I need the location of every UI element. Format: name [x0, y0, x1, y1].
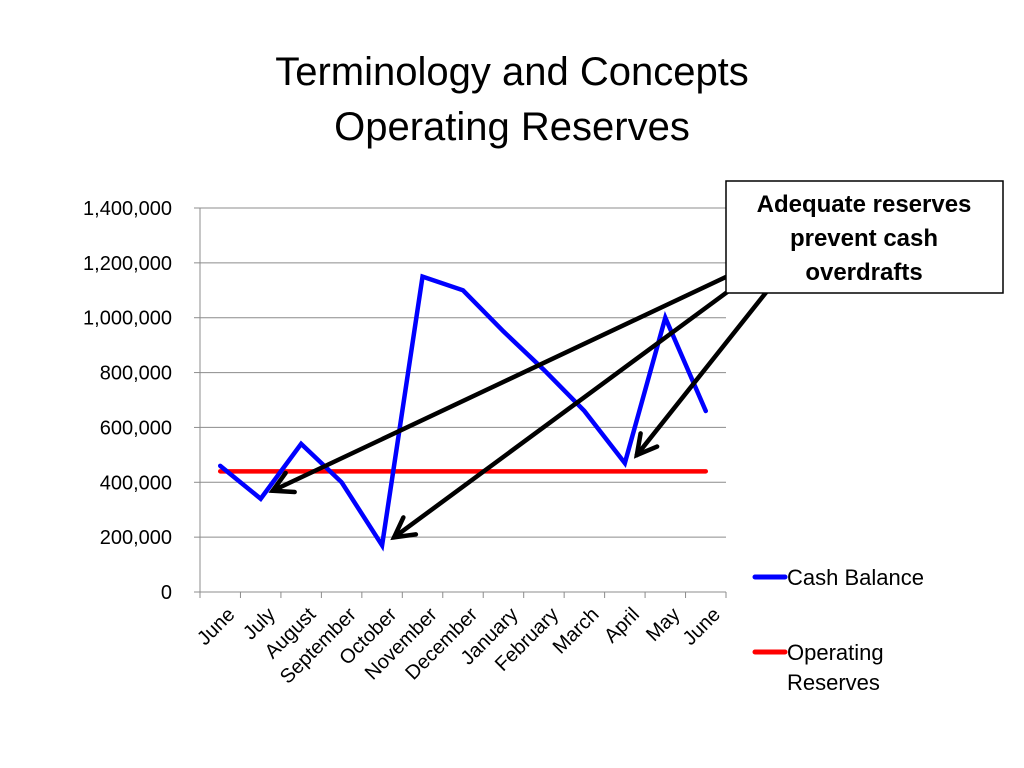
annotation-arrow-shaft	[391, 287, 733, 540]
y-tick-label: 1,200,000	[83, 253, 172, 275]
slide-title-line2: Operating Reserves	[334, 105, 690, 149]
y-tick-labels: 0 200,000 400,000 600,000 800,000 1,000,000 1,…	[83, 198, 172, 604]
x-tick-label: March	[549, 604, 604, 659]
axes	[199, 208, 727, 598]
y-tick-label: 200,000	[100, 527, 172, 549]
x-tick-label: June	[193, 604, 239, 650]
annotation-arrow-head	[268, 470, 297, 495]
series-line-cash-balance	[217, 273, 709, 552]
y-tick-label: 800,000	[100, 363, 172, 385]
callout-border	[725, 180, 1004, 294]
series-lines	[217, 273, 709, 552]
callout-line3: overdrafts	[805, 259, 922, 286]
y-tick-label: 1,000,000	[83, 308, 172, 330]
y-tick-label: 1,400,000	[83, 198, 172, 220]
x-tick-label: May	[642, 604, 684, 646]
y-tick-label: 600,000	[100, 417, 172, 439]
callout-line1: Adequate reserves	[757, 191, 972, 218]
y-tick-label: 0	[161, 582, 172, 604]
annotation-arrow-head	[633, 431, 660, 459]
callout-line2: prevent cash	[790, 225, 938, 252]
x-tick-label: June	[679, 604, 725, 650]
legend: Cash Balance Operating Reserves	[752, 565, 924, 695]
annotation-arrow-shaft	[270, 273, 731, 493]
legend-label-cash-balance: Cash Balance	[787, 565, 924, 590]
legend-label-operating-reserves: Operating Reserves	[787, 640, 884, 695]
slide-title-line1: Terminology and Concepts	[275, 50, 749, 94]
annotation-arrows	[268, 273, 771, 541]
x-tick-labels: June JulyAugustSeptemberOctoberNovemberDe…	[193, 603, 725, 688]
x-tick-label: April	[600, 604, 644, 648]
annotation-arrow-shaft	[634, 287, 771, 458]
callout-box: Adequate reserves prevent cash overdraft…	[725, 180, 1004, 294]
y-tick-label: 400,000	[100, 472, 172, 494]
annotation-arrow-head	[390, 515, 419, 541]
